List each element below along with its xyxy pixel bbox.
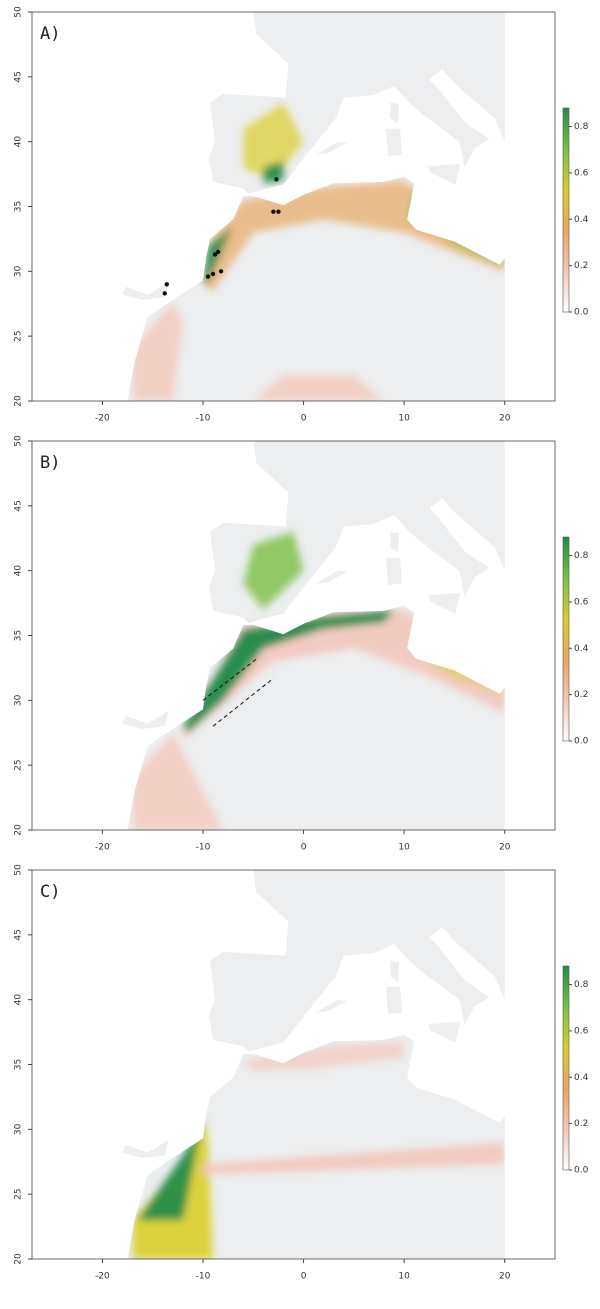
annotation-line <box>202 657 259 701</box>
panel-label: A) <box>40 24 60 44</box>
y-tick-label: 45 <box>14 500 24 511</box>
annotation-line <box>212 677 274 727</box>
suitability-area <box>243 1041 405 1071</box>
suitability-area <box>182 609 395 733</box>
occurrence-point <box>274 177 279 182</box>
land <box>122 441 505 830</box>
x-tick-label: -20 <box>95 843 110 853</box>
y-tick-label: 40 <box>14 994 24 1006</box>
y-tick-label: 35 <box>14 201 24 212</box>
panel-label: B) <box>40 453 60 473</box>
map-panel: B) -20 -10 0 10 20 20 25 30 35 40 45 50 0.0 0.2 0.4 0.6 0… <box>14 435 589 852</box>
x-tick-label: 20 <box>499 843 511 853</box>
x-tick-label: -10 <box>196 414 211 424</box>
colorbar-tick-label: 0.6 <box>574 1026 589 1036</box>
colorbar-tick-label: 0.0 <box>574 737 589 747</box>
occurrence-point <box>164 282 169 287</box>
colorbar <box>562 107 570 313</box>
x-tick-label: -20 <box>95 1272 110 1282</box>
suitability-area <box>203 225 234 285</box>
colorbar-tick-label: 0.8 <box>574 980 589 990</box>
colorbar-tick-label: 0.8 <box>574 122 589 132</box>
x-tick-label: -20 <box>95 414 110 424</box>
y-tick-label: 45 <box>14 71 24 82</box>
suitability-area <box>243 102 304 181</box>
colorbar-tick-label: 0.0 <box>574 1166 589 1176</box>
suitability-area <box>253 375 384 401</box>
colorbar-tick-label: 0.2 <box>574 690 588 700</box>
occurrence-point <box>218 269 224 274</box>
colorbar-tick-label: 0.2 <box>574 1119 588 1129</box>
y-tick-label: 50 <box>14 6 24 18</box>
y-tick-label: 25 <box>14 759 24 770</box>
y-tick-label: 35 <box>14 1059 24 1070</box>
land <box>122 870 505 1259</box>
x-tick-label: 10 <box>398 1272 410 1282</box>
y-tick-label: 30 <box>14 1123 24 1135</box>
colorbar-tick-label: 0.4 <box>574 1073 589 1083</box>
land <box>122 12 505 401</box>
suitability-area <box>132 732 224 830</box>
y-tick-label: 20 <box>14 824 24 836</box>
occurrence-point <box>276 209 281 214</box>
y-tick-label: 25 <box>14 330 24 341</box>
colorbar-tick-label: 0.6 <box>574 597 589 607</box>
x-tick-label: 20 <box>499 414 511 424</box>
x-tick-label: -10 <box>196 1272 211 1282</box>
map-panel: A) -20 -10 0 10 20 20 25 30 35 40 45 50 0.0 0.2 0.4 0.6 0… <box>14 6 589 423</box>
map-panel: C) -20 -10 0 10 20 20 25 30 35 40 45 50 0.0 0.2 0.4 0.6 0… <box>14 864 589 1281</box>
colorbar-tick-label: 0.0 <box>574 308 589 318</box>
colorbar <box>562 536 570 742</box>
occurrence-point <box>212 252 218 257</box>
occurrence-point <box>210 271 216 277</box>
x-tick-label: 0 <box>301 414 307 424</box>
x-tick-label: 10 <box>398 414 410 424</box>
panel-label: C) <box>40 882 60 902</box>
colorbar-tick-label: 0.6 <box>574 168 589 178</box>
y-tick-label: 50 <box>14 435 24 447</box>
suitability-area <box>203 1142 505 1175</box>
x-tick-label: 10 <box>398 843 410 853</box>
y-tick-label: 25 <box>14 1188 24 1199</box>
y-tick-label: 45 <box>14 929 24 940</box>
y-tick-label: 40 <box>14 565 24 577</box>
y-tick-label: 35 <box>14 630 24 641</box>
colorbar-tick-label: 0.2 <box>574 261 588 271</box>
x-tick-label: -10 <box>196 843 211 853</box>
x-tick-label: 0 <box>301 843 307 853</box>
suitability-area <box>137 1116 203 1221</box>
occurrence-point <box>205 274 211 279</box>
y-tick-label: 20 <box>14 395 24 407</box>
colorbar-tick-label: 0.8 <box>574 551 589 561</box>
x-tick-label: 20 <box>499 1272 511 1282</box>
colorbar <box>562 965 570 1171</box>
suitability-area <box>263 161 284 184</box>
x-tick-label: 0 <box>301 1272 307 1282</box>
y-tick-label: 40 <box>14 136 24 148</box>
colorbar-tick-label: 0.4 <box>574 644 589 654</box>
suitability-area <box>132 301 183 401</box>
colorbar-tick-label: 0.4 <box>574 215 589 225</box>
suitability <box>132 1041 505 1259</box>
y-tick-label: 20 <box>14 1253 24 1265</box>
occurrence-point <box>162 291 167 296</box>
y-tick-label: 50 <box>14 864 24 876</box>
y-tick-label: 30 <box>14 265 24 277</box>
y-tick-label: 30 <box>14 694 24 706</box>
occurrence-point <box>215 249 221 255</box>
occurrence-point <box>271 209 276 214</box>
suitability-area <box>243 531 304 610</box>
